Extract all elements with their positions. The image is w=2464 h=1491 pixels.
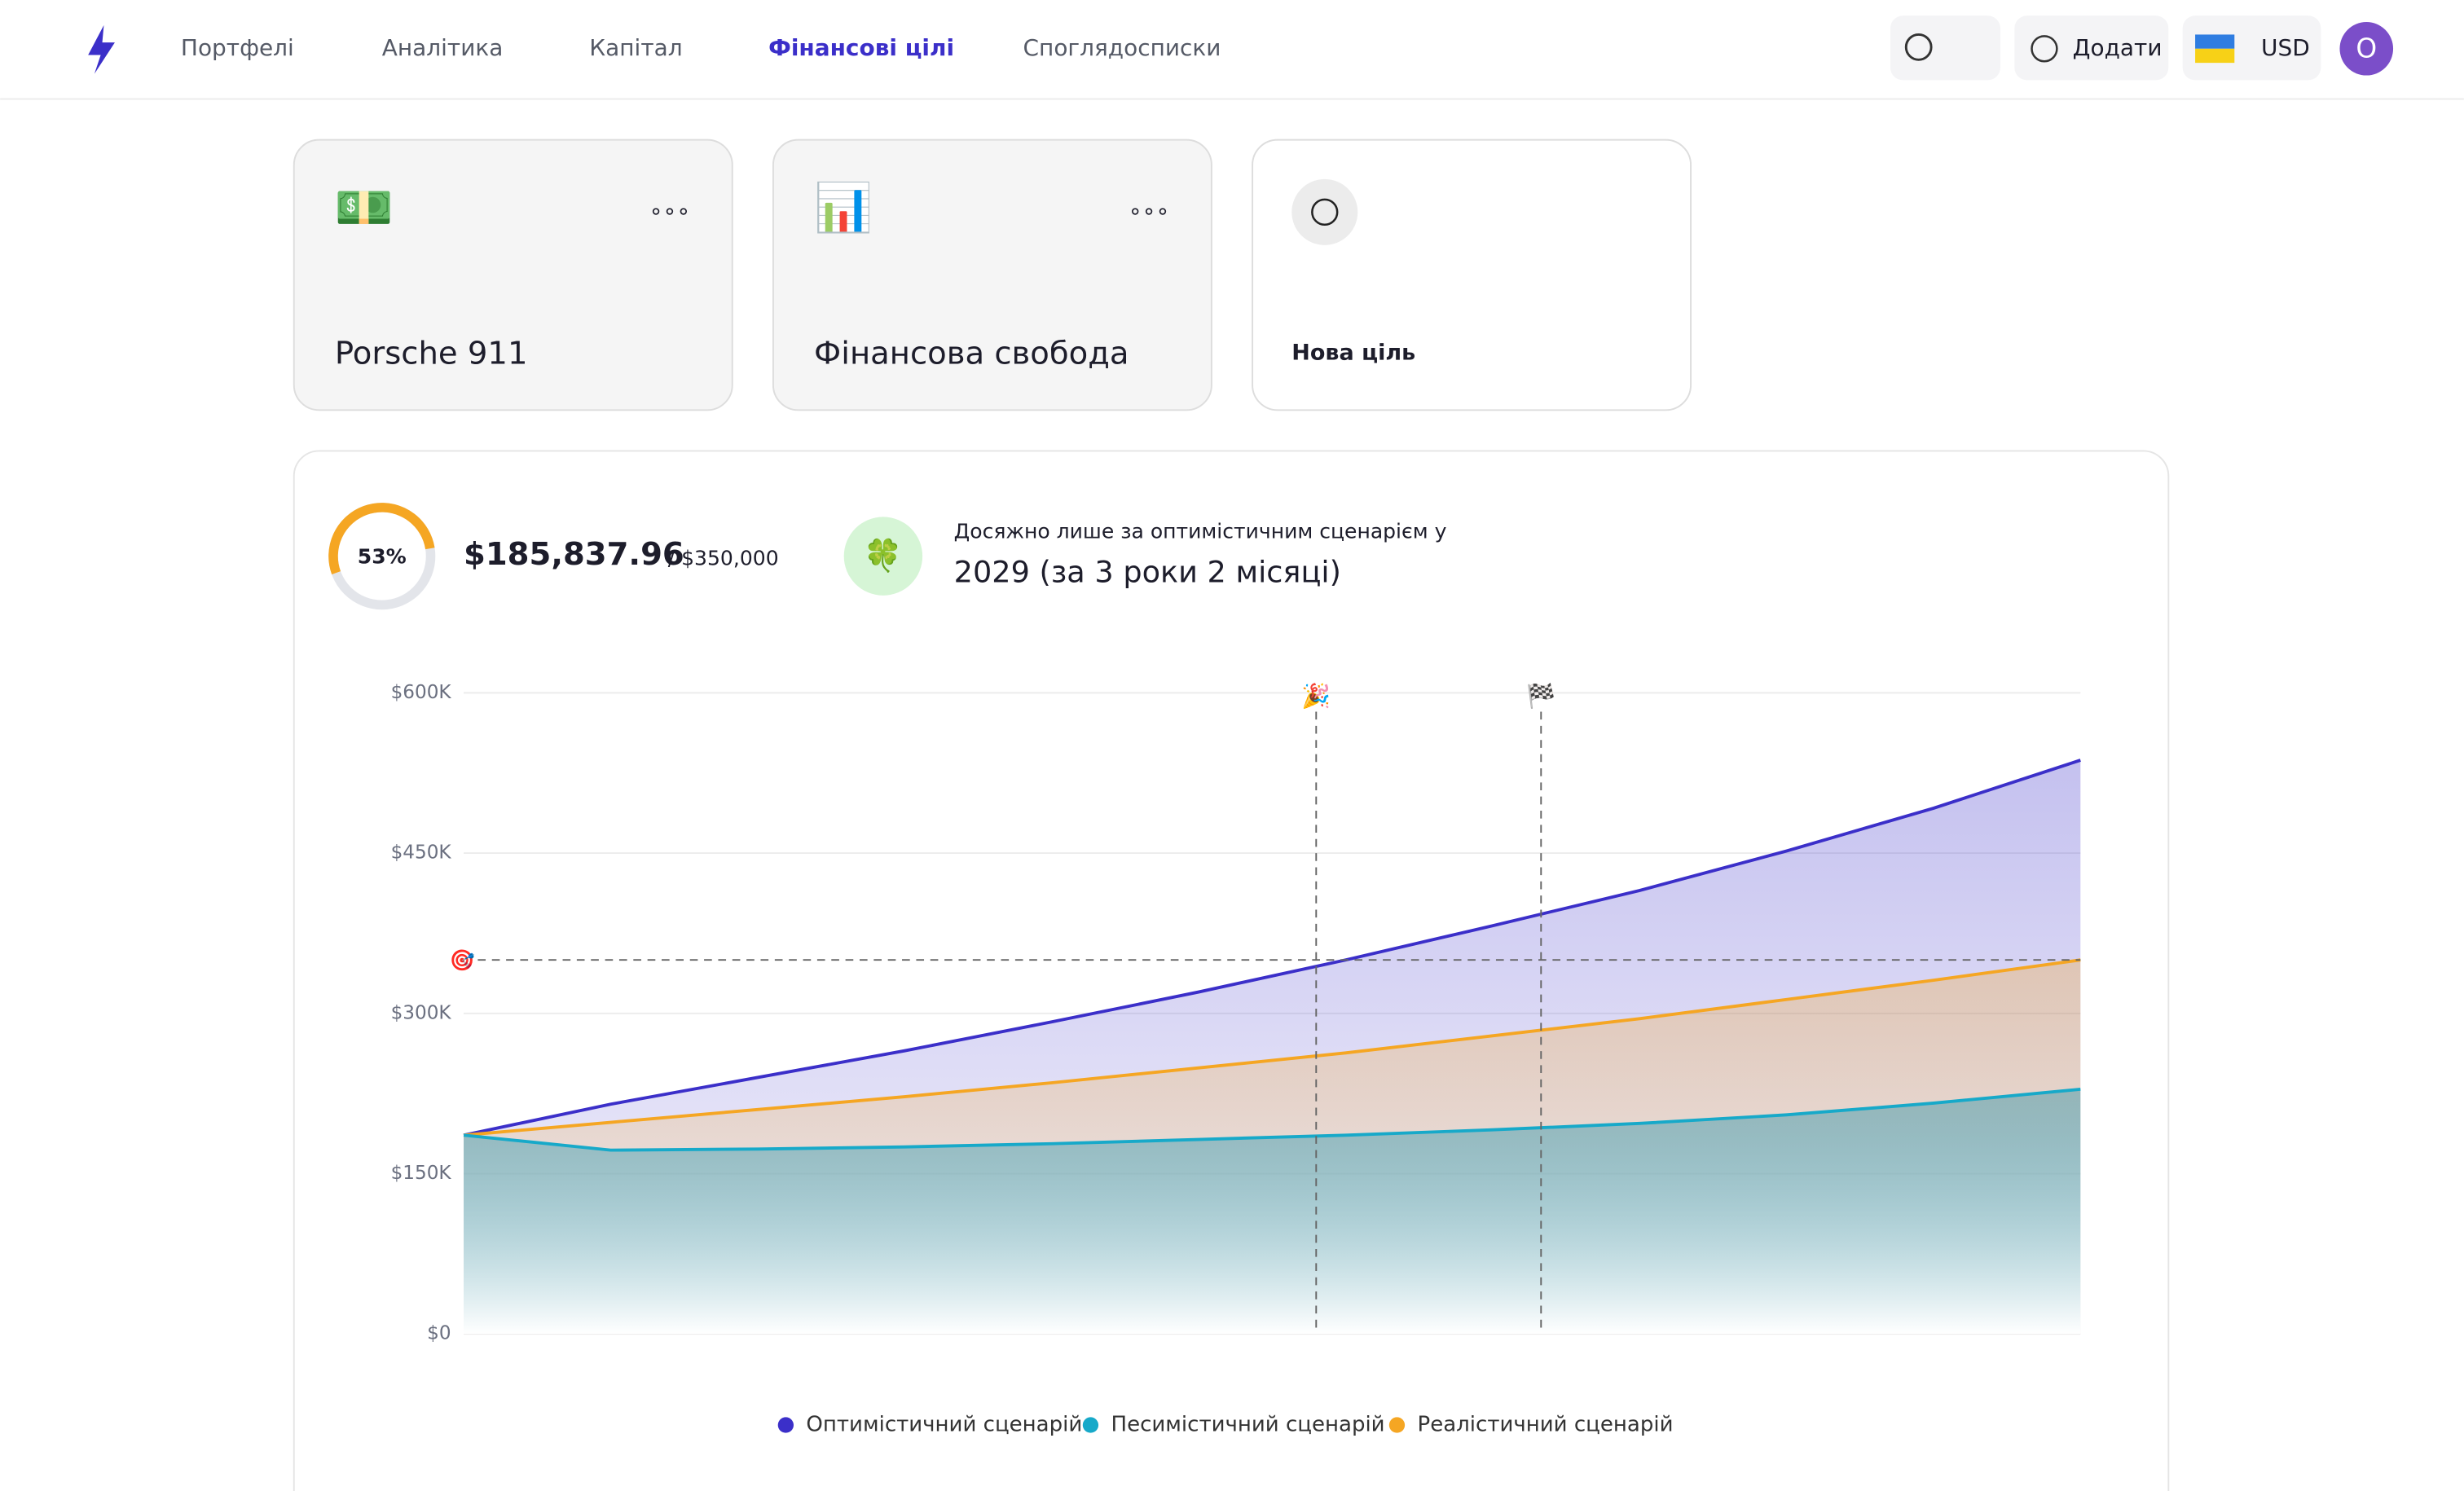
legend-dot xyxy=(777,1417,794,1433)
currency-label: USD xyxy=(2261,34,2310,61)
nav-item[interactable]: Капітал xyxy=(589,34,682,61)
legend-label: Реалістичний сценарій xyxy=(1418,1413,1674,1437)
goal-card[interactable] xyxy=(293,139,733,411)
goal-name: Фінансова свобода xyxy=(814,335,1129,372)
series-line xyxy=(463,958,2081,1137)
y-tick-label: $0 xyxy=(427,1323,451,1344)
target-icon: 🎯 xyxy=(450,948,475,972)
new-goal-label: Нова ціль xyxy=(1291,340,1415,365)
nav-item[interactable]: Аналітика xyxy=(382,34,504,61)
progress-arc xyxy=(328,503,436,610)
goal-icon: 📊 xyxy=(814,180,873,235)
add-goal-icon xyxy=(1311,198,1339,227)
y-tick-label: $450K xyxy=(391,842,452,864)
goal-card[interactable] xyxy=(772,139,1212,411)
y-tick-label: $300K xyxy=(391,1002,452,1023)
nav-item[interactable]: Фінансові цілі xyxy=(768,34,954,61)
currency-button[interactable] xyxy=(2182,15,2321,81)
series-line xyxy=(463,1087,2081,1152)
avatar[interactable] xyxy=(2339,21,2394,76)
y-tick-label: $600K xyxy=(391,682,452,703)
nav-item[interactable]: Споглядосписки xyxy=(1023,34,1221,61)
y-tick-label: $150K xyxy=(391,1163,452,1184)
add-button[interactable] xyxy=(2014,15,2169,81)
status-icon: 🍀 xyxy=(864,538,903,574)
progress-label: 53% xyxy=(358,545,407,569)
flag xyxy=(2195,48,2235,64)
area-fill xyxy=(464,1089,2081,1335)
add-goal-icon xyxy=(1291,178,1358,245)
add-icon xyxy=(2031,35,2058,63)
legend-dot xyxy=(1388,1417,1406,1433)
legend-label: Песимістичний сценарій xyxy=(1111,1413,1385,1437)
legend-dot xyxy=(1082,1417,1099,1433)
search-button[interactable] xyxy=(1890,15,2000,81)
avatar-letter: O xyxy=(2356,33,2377,64)
legend-label: Оптимістичний сценарій xyxy=(806,1413,1082,1437)
goal-icon: 💵 xyxy=(335,180,394,235)
milestone-icon: 🏁 xyxy=(1526,682,1555,710)
add-label: Додати xyxy=(2073,34,2163,61)
status-eta: 2029 (за 3 роки 2 місяці) xyxy=(954,554,1341,589)
new-goal-card[interactable] xyxy=(1252,139,1692,411)
status-icon-bg xyxy=(843,517,923,596)
flag xyxy=(2195,34,2235,49)
menu-dots: ∘∘∘ xyxy=(649,199,691,224)
target-amount: / $350,000 xyxy=(668,546,779,570)
series-line xyxy=(463,759,2081,1137)
status-note: Досяжно лише за оптимістичним сценарієм … xyxy=(954,520,1447,543)
current-amount: $185,837.96 xyxy=(464,536,684,573)
goal-name: Porsche 911 xyxy=(335,335,528,372)
menu-dots: ∘∘∘ xyxy=(1129,199,1170,224)
logo[interactable] xyxy=(88,24,115,74)
search-icon xyxy=(1904,33,1933,61)
nav-item[interactable]: Портфелі xyxy=(181,34,294,61)
milestone-icon: 🎉 xyxy=(1301,682,1331,710)
